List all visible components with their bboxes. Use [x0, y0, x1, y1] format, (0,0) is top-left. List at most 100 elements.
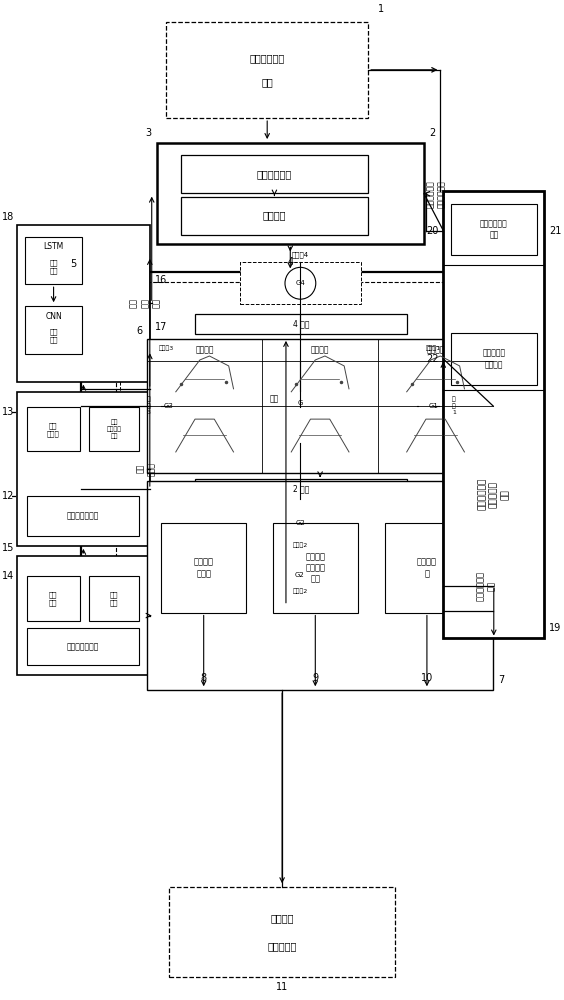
Text: G2: G2 [296, 520, 305, 526]
Bar [240, 262, 360, 304]
Text: 信号处理与参考: 信号处理与参考 [66, 642, 99, 651]
Text: 20: 20 [426, 226, 438, 236]
Bar [161, 365, 183, 446]
Text: 故障检测
量: 故障检测 量 [417, 558, 437, 578]
Text: 发电机2: 发电机2 [292, 588, 307, 594]
Text: 故障检测算法
模型: 故障检测算法 模型 [475, 571, 496, 601]
Bar [25, 237, 82, 284]
Bar [147, 481, 494, 690]
Text: 4: 4 [287, 257, 293, 267]
Text: 数据: 数据 [261, 77, 273, 87]
Text: 故障
检测
模型: 故障 检测 模型 [129, 298, 161, 308]
Bar [120, 355, 216, 456]
Bar [166, 22, 368, 118]
Text: 频率变换: 频率变换 [270, 913, 294, 923]
Bar [81, 272, 491, 606]
Text: 与采样处理: 与采样处理 [267, 941, 297, 951]
Text: 5: 5 [70, 259, 77, 269]
Bar [451, 333, 536, 385]
Bar [161, 523, 246, 613]
Text: 两相短路: 两相短路 [426, 345, 445, 354]
Bar [17, 225, 150, 382]
Text: 路径优化策略: 路径优化策略 [257, 169, 292, 179]
Text: 10: 10 [421, 673, 433, 683]
Text: 21: 21 [549, 226, 562, 236]
Bar [443, 191, 544, 638]
Bar [27, 407, 80, 451]
Bar [195, 314, 407, 334]
Bar [240, 505, 360, 557]
Text: 前置
处理器: 前置 处理器 [46, 422, 59, 437]
Bar [267, 408, 296, 422]
Text: 发电机2: 发电机2 [293, 542, 308, 548]
Text: 路径优化策略
并行评估策略: 路径优化策略 并行评估策略 [426, 180, 446, 208]
Text: 2 母线: 2 母线 [293, 485, 309, 494]
Bar [180, 155, 368, 193]
Text: 发电机3: 发电机3 [158, 345, 174, 351]
Text: CNN: CNN [45, 312, 62, 321]
Text: 母
线
3: 母 线 3 [147, 396, 151, 415]
Bar [25, 306, 82, 354]
Text: 故障识别与
时序判断: 故障识别与 时序判断 [482, 349, 505, 369]
Text: 船舶配电网络
识别与故障
诊断: 船舶配电网络 识别与故障 诊断 [478, 478, 509, 510]
Text: 12: 12 [2, 491, 14, 501]
Bar [17, 392, 150, 546]
Bar [451, 204, 536, 255]
Text: LSTM: LSTM [43, 242, 64, 251]
Bar [27, 496, 139, 536]
Bar [240, 554, 360, 596]
Text: 6: 6 [136, 326, 142, 336]
Bar [202, 362, 398, 443]
Bar [183, 344, 417, 461]
Bar [27, 628, 139, 665]
Text: 22: 22 [426, 354, 438, 364]
Text: 13: 13 [2, 407, 14, 417]
Bar [267, 388, 296, 402]
Text: 选择策略: 选择策略 [263, 211, 286, 221]
Text: G2: G2 [295, 572, 305, 578]
Text: 单相短路: 单相短路 [311, 345, 329, 354]
Text: 特征
提取: 特征 提取 [49, 329, 58, 343]
Bar [418, 365, 439, 446]
Text: 3: 3 [146, 128, 152, 138]
Text: 固定阈值
干扰器: 固定阈值 干扰器 [193, 558, 214, 578]
Text: 18: 18 [2, 212, 14, 222]
Text: 4 母线: 4 母线 [293, 320, 309, 329]
Text: 2: 2 [429, 128, 435, 138]
Text: 1: 1 [378, 4, 384, 14]
Text: 15: 15 [2, 543, 14, 553]
Text: 发电机1: 发电机1 [426, 345, 441, 351]
Text: 母线: 母线 [269, 394, 279, 403]
Bar [157, 143, 424, 244]
Text: 发电机4: 发电机4 [292, 252, 309, 258]
Bar [273, 523, 358, 613]
Text: 8: 8 [201, 673, 207, 683]
Text: 信号
分析: 信号 分析 [110, 591, 118, 606]
Text: 正常状态: 正常状态 [195, 345, 214, 354]
Text: G3: G3 [163, 403, 173, 409]
Text: G: G [298, 400, 303, 406]
Bar [195, 479, 407, 499]
Text: 14: 14 [2, 571, 14, 581]
Bar [169, 887, 395, 977]
Text: 7: 7 [498, 675, 504, 685]
Text: 11: 11 [276, 982, 288, 992]
Text: 信号
回路: 信号 回路 [49, 591, 57, 606]
Bar [180, 197, 368, 235]
Bar [27, 576, 80, 621]
Bar [147, 339, 494, 473]
Text: 16: 16 [155, 275, 167, 285]
Bar [89, 576, 139, 621]
Bar [195, 391, 407, 407]
Bar [386, 355, 482, 456]
Bar [116, 282, 458, 581]
Bar [17, 556, 150, 675]
Text: 故障类型
识别能力
分析: 故障类型 识别能力 分析 [305, 552, 325, 583]
Text: 17: 17 [155, 322, 167, 332]
Text: 时序
回路信号
稳态: 时序 回路信号 稳态 [107, 420, 122, 439]
Text: 前置
处理器: 前置 处理器 [136, 462, 156, 476]
Text: 9: 9 [312, 673, 318, 683]
Text: G1: G1 [429, 403, 439, 409]
Bar [240, 362, 360, 443]
Bar [89, 407, 139, 451]
